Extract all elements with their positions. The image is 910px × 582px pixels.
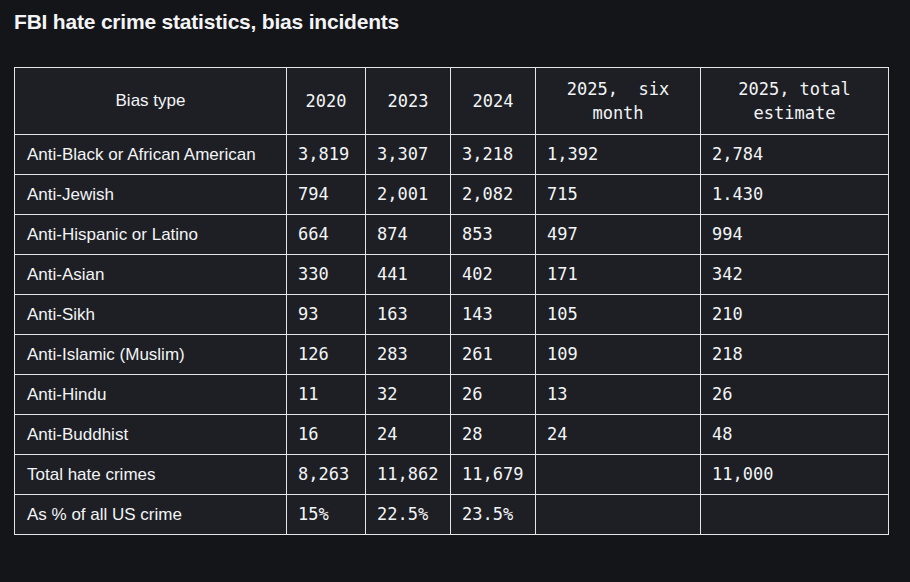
table-row: Anti-Sikh93163143105210 [15,295,889,335]
bias-type-cell: Anti-Hindu [15,375,287,415]
value-cell: 32 [366,375,451,415]
bias-type-cell: Anti-Buddhist [15,415,287,455]
value-cell: 163 [366,295,451,335]
bias-type-cell: Anti-Hispanic or Latino [15,215,287,255]
value-cell: 3,307 [366,135,451,175]
bias-type-cell: Anti-Black or African American [15,135,287,175]
value-cell: 22.5% [366,495,451,535]
value-cell: 342 [701,255,889,295]
value-cell: 1,392 [536,135,701,175]
table-row: Anti-Hispanic or Latino664874853497994 [15,215,889,255]
value-cell: 261 [451,335,536,375]
header-2023: 2023 [366,68,451,135]
value-cell: 1.430 [701,175,889,215]
table-row: Total hate crimes8,26311,86211,679 11,000 [15,455,889,495]
value-cell: 24 [366,415,451,455]
header-2025-total-estimate: 2025, total estimate [701,68,889,135]
bias-type-cell: Anti-Islamic (Muslim) [15,335,287,375]
table-row: Anti-Buddhist1624282448 [15,415,889,455]
table-row: Anti-Asian330441402171342 [15,255,889,295]
value-cell: 143 [451,295,536,335]
page-title: FBI hate crime statistics, bias incident… [14,8,910,36]
value-cell [536,455,701,495]
value-cell: 15% [287,495,366,535]
value-cell: 3,819 [287,135,366,175]
value-cell: 16 [287,415,366,455]
value-cell: 11,862 [366,455,451,495]
table-body: Anti-Black or African American3,8193,307… [15,135,889,535]
value-cell: 218 [701,335,889,375]
hate-crime-stats-table: Bias type 2020 2023 2024 2025, six month… [14,67,889,535]
value-cell: 93 [287,295,366,335]
value-cell: 48 [701,415,889,455]
header-bias-type: Bias type [15,68,287,135]
table-header: Bias type 2020 2023 2024 2025, six month… [15,68,889,135]
value-cell: 441 [366,255,451,295]
value-cell: 853 [451,215,536,255]
table-row: Anti-Black or African American3,8193,307… [15,135,889,175]
header-row: Bias type 2020 2023 2024 2025, six month… [15,68,889,135]
value-cell: 24 [536,415,701,455]
value-cell: 874 [366,215,451,255]
table-row: As % of all US crime15%22.5%23.5% [15,495,889,535]
header-2024: 2024 [451,68,536,135]
bias-type-cell: As % of all US crime [15,495,287,535]
value-cell: 171 [536,255,701,295]
bias-type-cell: Anti-Sikh [15,295,287,335]
value-cell: 402 [451,255,536,295]
value-cell: 2,082 [451,175,536,215]
value-cell [701,495,889,535]
bias-type-cell: Anti-Jewish [15,175,287,215]
value-cell: 2,001 [366,175,451,215]
value-cell: 26 [451,375,536,415]
value-cell: 715 [536,175,701,215]
value-cell: 26 [701,375,889,415]
value-cell: 794 [287,175,366,215]
bias-type-cell: Anti-Asian [15,255,287,295]
page-background: FBI hate crime statistics, bias incident… [0,0,910,582]
value-cell: 11,000 [701,455,889,495]
value-cell: 28 [451,415,536,455]
value-cell [536,495,701,535]
value-cell: 283 [366,335,451,375]
value-cell: 3,218 [451,135,536,175]
value-cell: 11,679 [451,455,536,495]
value-cell: 497 [536,215,701,255]
value-cell: 126 [287,335,366,375]
value-cell: 13 [536,375,701,415]
value-cell: 11 [287,375,366,415]
value-cell: 664 [287,215,366,255]
value-cell: 210 [701,295,889,335]
value-cell: 8,263 [287,455,366,495]
header-2025-six-month: 2025, six month [536,68,701,135]
table-row: Anti-Islamic (Muslim)126283261109218 [15,335,889,375]
value-cell: 105 [536,295,701,335]
bias-type-cell: Total hate crimes [15,455,287,495]
value-cell: 23.5% [451,495,536,535]
value-cell: 2,784 [701,135,889,175]
table-row: Anti-Hindu1132261326 [15,375,889,415]
table-row: Anti-Jewish7942,0012,0827151.430 [15,175,889,215]
value-cell: 109 [536,335,701,375]
value-cell: 330 [287,255,366,295]
header-2020: 2020 [287,68,366,135]
value-cell: 994 [701,215,889,255]
